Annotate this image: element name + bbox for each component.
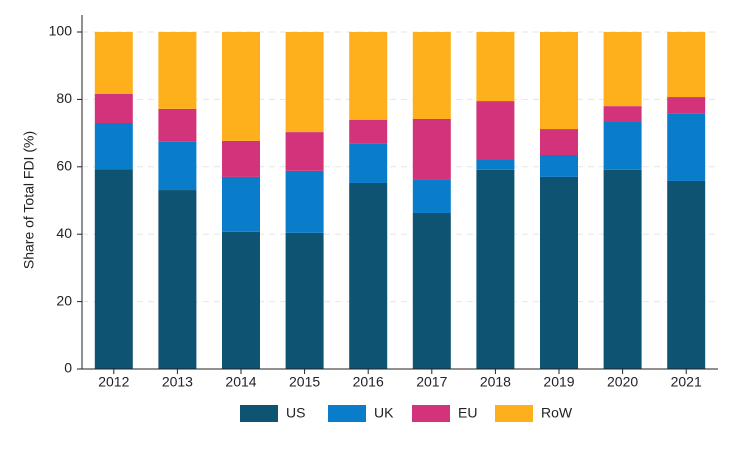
bar-segment bbox=[349, 182, 388, 369]
bar-segment bbox=[476, 32, 515, 102]
bar-segment bbox=[94, 94, 133, 123]
bar-segment bbox=[222, 32, 260, 141]
bar-segment bbox=[412, 212, 451, 369]
bar-segment bbox=[540, 176, 578, 369]
bar-segment bbox=[349, 32, 388, 120]
bar-segment bbox=[349, 143, 388, 183]
y-tick-label: 60 bbox=[56, 158, 72, 174]
x-tick-label: 2020 bbox=[607, 374, 638, 390]
bar-segment bbox=[603, 169, 642, 369]
bar-segment bbox=[285, 232, 324, 369]
x-tick-label: 2016 bbox=[353, 374, 384, 390]
bar-segment bbox=[476, 101, 515, 160]
bar-segment bbox=[285, 32, 324, 133]
bar-segment bbox=[476, 169, 515, 369]
bar-segment bbox=[222, 231, 260, 369]
x-tick-label: 2014 bbox=[225, 374, 256, 390]
legend-swatch bbox=[328, 405, 366, 422]
bar-segment bbox=[412, 118, 451, 180]
bar-segment bbox=[667, 180, 706, 369]
bar-segment bbox=[603, 106, 642, 122]
bar-segment bbox=[94, 122, 133, 170]
bar-segment bbox=[158, 108, 197, 142]
x-tick-label: 2012 bbox=[98, 374, 129, 390]
bar-segment bbox=[158, 32, 197, 109]
bar-segment bbox=[285, 170, 324, 233]
x-tick-label: 2018 bbox=[480, 374, 511, 390]
bar-segment bbox=[94, 169, 133, 369]
bar-segment bbox=[285, 132, 324, 171]
bar-segment bbox=[603, 32, 642, 107]
y-tick-label: 80 bbox=[56, 90, 72, 106]
bar-segment bbox=[222, 140, 260, 177]
x-tick-label: 2021 bbox=[671, 374, 702, 390]
bar-segment bbox=[667, 113, 706, 181]
legend-label: US bbox=[286, 405, 305, 421]
legend-swatch bbox=[495, 405, 533, 422]
x-tick-label: 2019 bbox=[543, 374, 574, 390]
bar-segment bbox=[667, 32, 706, 98]
bar-segment bbox=[412, 32, 451, 119]
bar-segment bbox=[603, 121, 642, 170]
legend-swatch bbox=[240, 405, 278, 422]
bar-segment bbox=[540, 155, 578, 177]
legend-label: EU bbox=[458, 405, 477, 421]
bar-segment bbox=[158, 141, 197, 191]
x-tick-label: 2013 bbox=[162, 374, 193, 390]
bar-segment bbox=[158, 190, 197, 369]
bar-segment bbox=[222, 176, 260, 232]
x-tick-label: 2017 bbox=[416, 374, 447, 390]
bar-segment bbox=[540, 32, 578, 130]
legend-swatch bbox=[412, 405, 450, 422]
y-tick-label: 100 bbox=[49, 23, 73, 39]
y-tick-label: 0 bbox=[64, 360, 72, 376]
bar-segment bbox=[540, 129, 578, 156]
bar-segment bbox=[349, 119, 388, 144]
y-tick-label: 40 bbox=[56, 225, 72, 241]
bar-segment bbox=[412, 179, 451, 213]
bar-segment bbox=[476, 159, 515, 170]
y-tick-label: 20 bbox=[56, 292, 72, 308]
legend-label: UK bbox=[374, 405, 394, 421]
x-tick-label: 2015 bbox=[289, 374, 320, 390]
legend-label: RoW bbox=[541, 405, 573, 421]
bar-segment bbox=[667, 97, 706, 114]
y-axis-label: Share of Total FDI (%) bbox=[21, 131, 37, 269]
bar-segment bbox=[94, 32, 133, 95]
